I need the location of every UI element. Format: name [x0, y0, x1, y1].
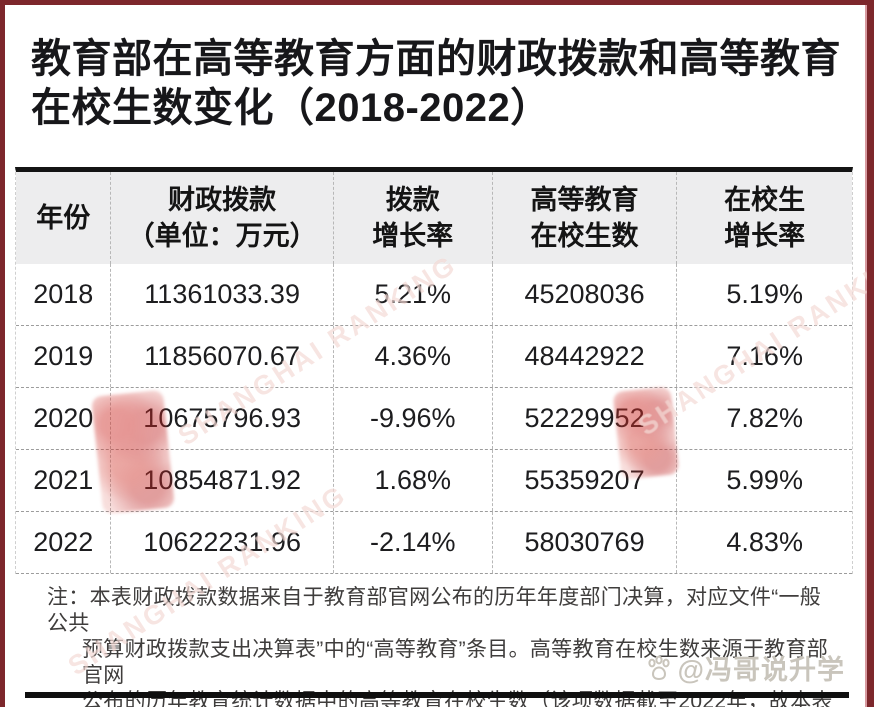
- table-row-2019: 2019 11856070.67 4.36% 48442922 7.16%: [16, 326, 852, 388]
- cell-enrollment-growth: 7.16%: [676, 326, 852, 387]
- column-header-enrollment: 高等教育 在校生数: [491, 172, 677, 264]
- cell-enrollment: 45208036: [491, 264, 677, 325]
- footnote: 注：本表财政拨款数据来自于教育部官网公布的历年年度部门决算，对应文件“一般公共 …: [47, 585, 837, 707]
- cell-allocation: 10854871.92: [110, 450, 332, 511]
- author-handle: @冯哥说升学: [677, 655, 845, 685]
- red-seal-watermark: [91, 389, 175, 515]
- table-row-2022: 2022 10622231.96 -2.14% 58030769 4.83%: [16, 512, 852, 574]
- cell-allocation: 11361033.39: [110, 264, 332, 325]
- column-header-label: 拨款: [385, 185, 440, 215]
- cell-enrollment-growth: 4.83%: [676, 512, 852, 573]
- cell-enrollment-growth: 5.99%: [676, 450, 852, 511]
- footnote-line: 预算财政拨款支出决算表”中的“高等教育”条目。高等教育在校生数来源于教育部官网: [82, 638, 829, 687]
- column-header-allocation: 财政拨款 （单位：万元）: [110, 172, 332, 264]
- cell-year: 2022: [33, 527, 94, 557]
- red-seal-watermark: [612, 386, 680, 480]
- cell-allocation-growth: -2.14%: [332, 512, 492, 573]
- paw-icon: [644, 653, 674, 683]
- cell-allocation: 10622231.96: [110, 512, 332, 573]
- column-header-enrollment-growth: 在校生 增长率: [676, 172, 852, 264]
- footnote-line: 注：本表财政拨款数据来自于教育部官网公布的历年年度部门决算，对应文件“一般公共: [47, 586, 822, 635]
- column-header-allocation-growth: 拨款 增长率: [332, 172, 492, 264]
- title-line-2: 在校生数变化（2018-2022）: [31, 86, 551, 130]
- cell-enrollment: 48442922: [491, 326, 677, 387]
- table-header-row: 年份 财政拨款 （单位：万元） 拨款 增长率 高等教育 在校生数 在校生 增长率: [16, 172, 852, 264]
- column-header-label: 在校生: [724, 185, 806, 215]
- column-header-label: 财政拨款: [168, 185, 277, 215]
- column-header-label: 高等教育: [530, 185, 639, 215]
- cell-year: 2018: [33, 279, 94, 309]
- cell-allocation-growth: 4.36%: [332, 326, 492, 387]
- cell-year: 2019: [33, 341, 94, 371]
- author-watermark: @冯哥说升学: [644, 648, 845, 687]
- table-row-2021: 2021 10854871.92 1.68% 55359207 5.99%: [16, 450, 852, 512]
- table-row-2018: 2018 11361033.39 5.21% 45208036 5.19%: [16, 264, 852, 326]
- cell-allocation: 10675796.93: [110, 388, 332, 449]
- table-row-2020: 2020 10675796.93 -9.96% 52229952 7.82%: [16, 388, 852, 450]
- cell-enrollment-growth: 5.19%: [676, 264, 852, 325]
- bottom-border-line: [25, 692, 849, 698]
- column-header-label: 年份: [36, 203, 91, 233]
- cell-allocation-growth: 1.68%: [332, 450, 492, 511]
- cell-year: 2020: [33, 403, 94, 433]
- cell-year: 2021: [33, 465, 94, 495]
- column-header-year: 年份: [16, 172, 110, 264]
- cell-allocation-growth: -9.96%: [332, 388, 492, 449]
- cell-enrollment: 58030769: [491, 512, 677, 573]
- data-table: 年份 财政拨款 （单位：万元） 拨款 增长率 高等教育 在校生数 在校生 增长率 201…: [15, 167, 853, 574]
- cell-enrollment-growth: 7.82%: [676, 388, 852, 449]
- cell-enrollment: 55359207: [491, 450, 677, 511]
- page-title: 教育部在高等教育方面的财政拨款和高等教育 在校生数变化（2018-2022）: [31, 35, 841, 133]
- cell-allocation-growth: 5.21%: [332, 264, 492, 325]
- cell-enrollment: 52229952: [491, 388, 677, 449]
- title-line-1: 教育部在高等教育方面的财政拨款和高等教育: [31, 37, 841, 81]
- cell-allocation: 11856070.67: [110, 326, 332, 387]
